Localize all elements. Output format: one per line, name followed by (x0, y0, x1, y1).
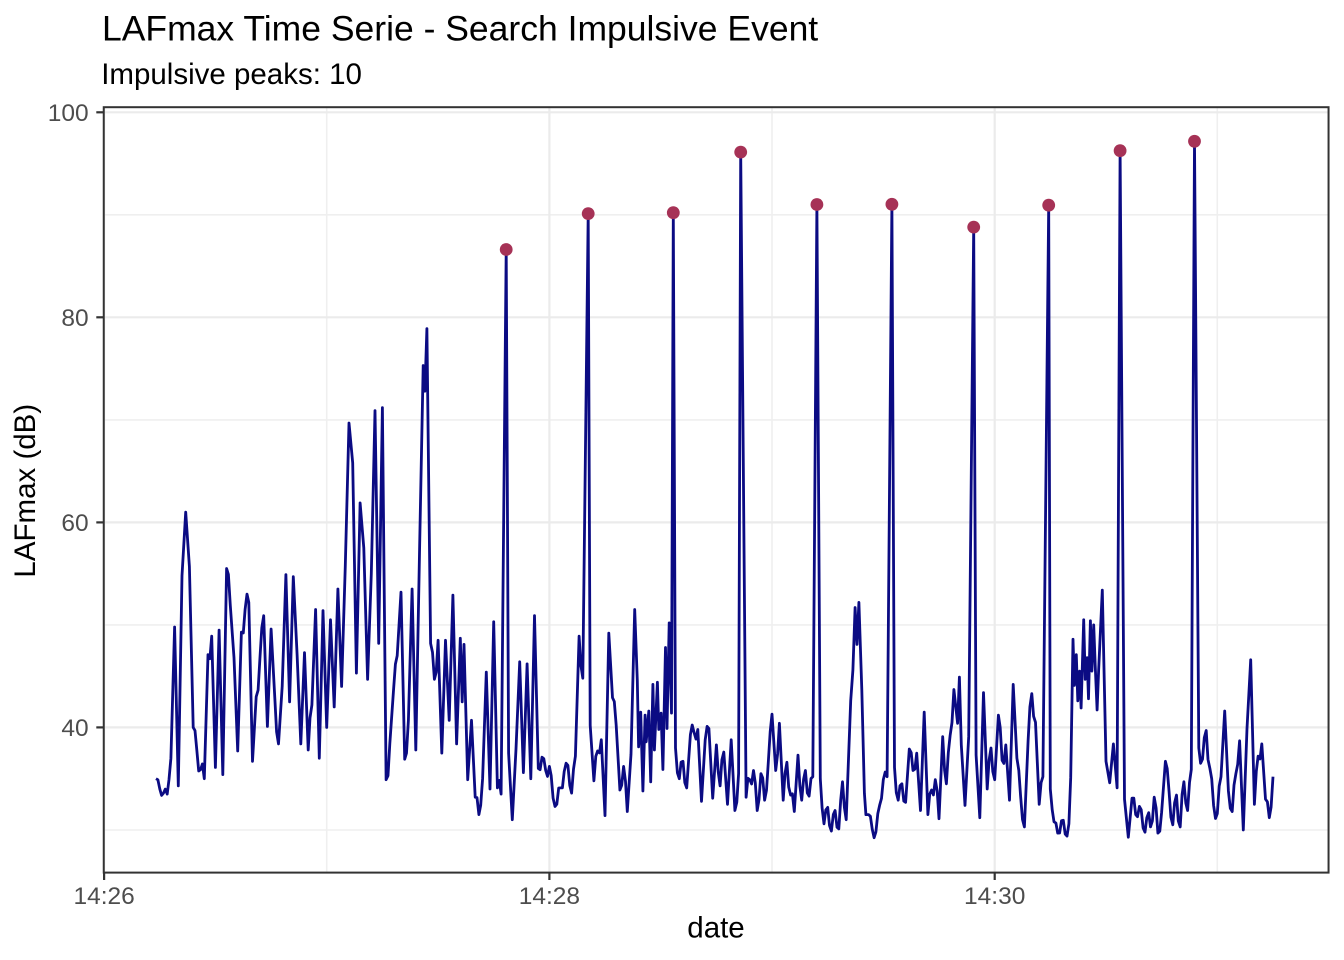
svg-text:14:28: 14:28 (519, 883, 580, 910)
svg-text:14:26: 14:26 (73, 883, 134, 910)
svg-text:LAFmax (dB): LAFmax (dB) (9, 404, 42, 578)
svg-text:LAFmax Time Serie - Search Imp: LAFmax Time Serie - Search Impulsive Eve… (102, 8, 818, 48)
svg-text:60: 60 (61, 510, 88, 537)
svg-text:date: date (687, 912, 744, 945)
svg-text:14:30: 14:30 (964, 883, 1025, 910)
svg-text:40: 40 (61, 715, 88, 742)
svg-text:100: 100 (48, 100, 89, 127)
svg-text:Impulsive peaks: 10: Impulsive peaks: 10 (101, 58, 362, 91)
svg-text:80: 80 (61, 305, 88, 332)
